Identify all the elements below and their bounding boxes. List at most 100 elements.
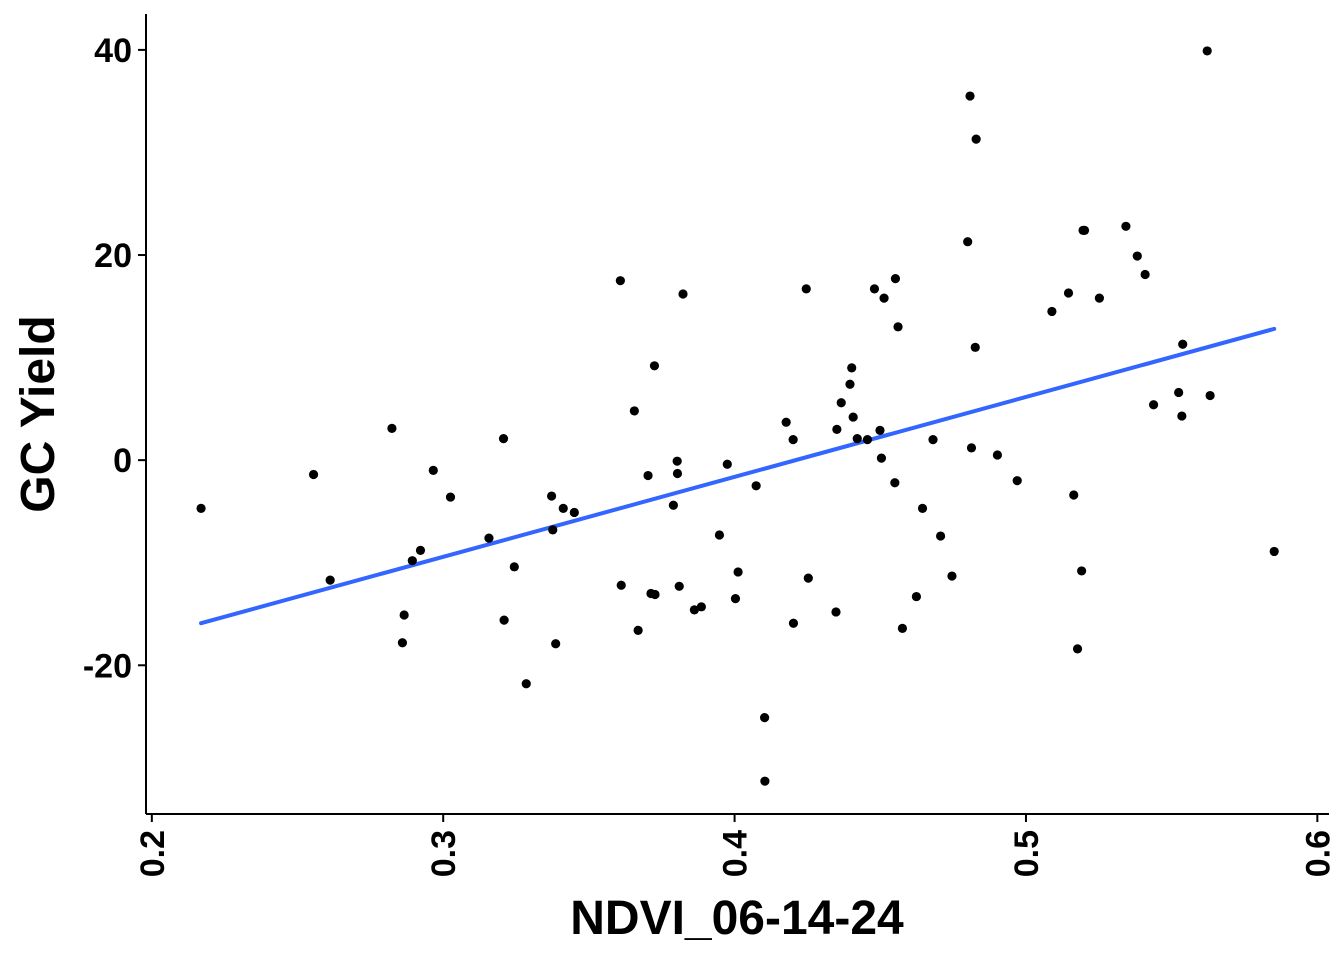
data-point — [788, 435, 798, 445]
x-tick-label: 0.4 — [717, 830, 755, 877]
data-point — [970, 342, 980, 352]
data-point — [1012, 476, 1022, 486]
data-point — [445, 492, 456, 502]
data-point — [678, 289, 688, 299]
x-tick-label: 0.6 — [1299, 830, 1337, 877]
data-points-layer — [196, 46, 1279, 786]
data-point — [650, 589, 660, 600]
y-tick-label: 40 — [94, 32, 132, 70]
data-point — [869, 284, 880, 294]
data-point — [696, 602, 706, 612]
axes-layer — [145, 14, 1329, 815]
data-point — [1069, 490, 1079, 500]
data-point — [893, 322, 903, 332]
data-point — [935, 531, 946, 541]
data-point — [781, 417, 791, 427]
data-point — [672, 468, 683, 479]
data-point — [689, 605, 699, 615]
data-point — [992, 450, 1003, 460]
data-point — [832, 424, 842, 434]
fit-line-layer — [199, 326, 1277, 626]
data-point — [730, 594, 741, 604]
data-point — [643, 470, 653, 481]
data-point — [911, 591, 922, 602]
data-point — [499, 615, 509, 625]
data-point — [1047, 306, 1057, 317]
data-point — [548, 525, 558, 535]
data-point — [788, 618, 799, 628]
data-point — [672, 456, 682, 466]
data-point — [1094, 293, 1104, 303]
data-point — [751, 481, 761, 491]
data-point — [760, 776, 770, 786]
data-point — [947, 571, 957, 581]
data-point — [633, 625, 643, 636]
data-point — [668, 500, 678, 510]
data-point — [722, 459, 732, 469]
data-point — [733, 567, 743, 577]
ticks-layer: -20 0 20 40 0.2 0.3 0.4 0.5 0.6 — [83, 32, 1337, 877]
data-point — [397, 638, 408, 648]
data-point — [521, 679, 531, 689]
data-point — [1178, 339, 1188, 349]
data-point — [1121, 221, 1131, 231]
data-point — [801, 284, 811, 294]
x-axis-title: NDVI_06-14-24 — [570, 892, 904, 945]
data-point — [917, 503, 928, 513]
data-point — [890, 274, 901, 284]
data-point — [971, 134, 981, 144]
data-point — [1148, 400, 1159, 410]
data-point — [965, 91, 975, 101]
data-point — [1072, 644, 1083, 654]
data-point — [966, 443, 977, 453]
y-axis-title: GC Yield — [12, 315, 65, 512]
data-point — [629, 406, 639, 416]
data-point — [1177, 411, 1187, 421]
y-tick-label: -20 — [83, 647, 132, 685]
data-point — [1077, 566, 1087, 576]
data-point — [845, 379, 855, 389]
data-point — [674, 581, 684, 591]
data-point — [848, 412, 858, 422]
data-point — [1269, 546, 1279, 557]
data-point — [847, 363, 857, 373]
data-point — [1205, 390, 1215, 401]
data-point — [616, 580, 626, 590]
data-point — [831, 607, 841, 617]
data-point — [879, 293, 889, 303]
data-point — [558, 503, 568, 513]
x-tick-label: 0.2 — [134, 830, 172, 877]
x-tick-label: 0.5 — [1008, 830, 1046, 877]
data-point — [569, 507, 579, 518]
data-point — [1079, 225, 1090, 236]
data-point — [551, 639, 561, 649]
y-tick-label: 0 — [113, 442, 132, 480]
data-point — [1140, 269, 1150, 280]
data-point — [399, 610, 409, 620]
data-point — [875, 425, 885, 436]
data-point — [407, 556, 417, 566]
data-point — [428, 465, 438, 476]
data-point — [852, 434, 862, 444]
data-point — [836, 398, 846, 408]
data-point — [876, 453, 887, 463]
data-point — [1202, 46, 1212, 56]
y-tick-label: 20 — [94, 237, 132, 275]
data-point — [196, 503, 206, 513]
data-point — [963, 237, 973, 247]
data-point — [415, 545, 426, 556]
data-point — [308, 469, 319, 480]
data-point — [484, 533, 494, 543]
data-point — [509, 562, 519, 572]
data-point — [890, 478, 900, 488]
data-point — [897, 623, 908, 633]
data-point — [759, 712, 770, 723]
data-point — [325, 575, 335, 585]
regression-line — [199, 326, 1277, 626]
data-point — [1132, 251, 1142, 261]
data-point — [862, 435, 873, 445]
data-point — [547, 491, 557, 501]
data-point — [498, 434, 509, 444]
data-point — [928, 435, 938, 445]
